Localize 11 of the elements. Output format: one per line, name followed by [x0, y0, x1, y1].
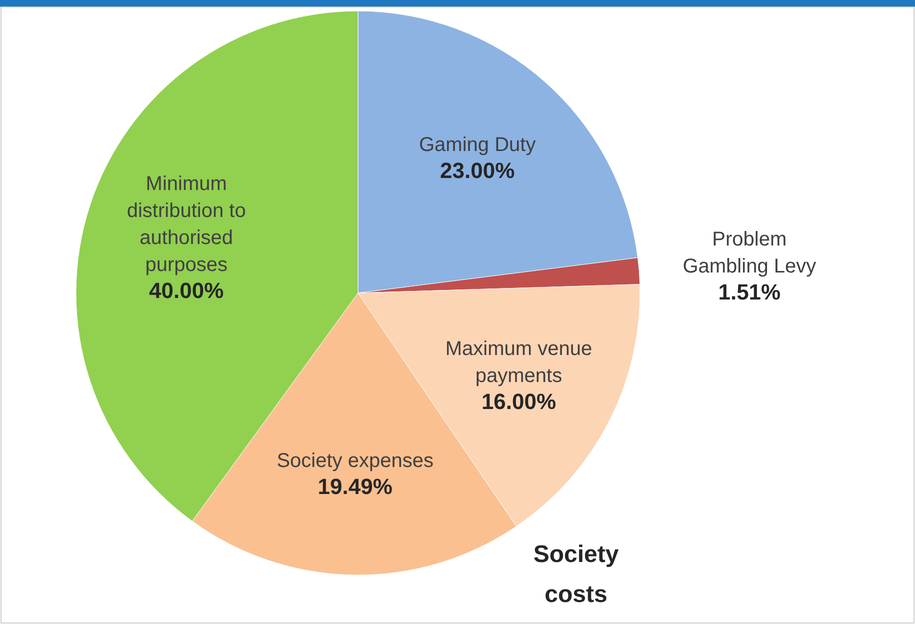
data-label: 1.51% [718, 279, 781, 304]
data-label: 40.00% [149, 278, 224, 304]
slice-label: Society expenses [276, 450, 434, 472]
data-label: 16.00% [481, 389, 556, 414]
data-label: 23.00% [440, 158, 515, 184]
slice-label: Gaming Duty [418, 134, 536, 156]
slice-label: Maximum venue payments [445, 338, 592, 388]
text: Society costs [533, 541, 620, 608]
slice-label: Problem Gambling Levy [682, 228, 816, 278]
slice-label: Minimum distribution to authorised purposes [126, 173, 246, 276]
data-label: 19.49% [318, 474, 392, 499]
